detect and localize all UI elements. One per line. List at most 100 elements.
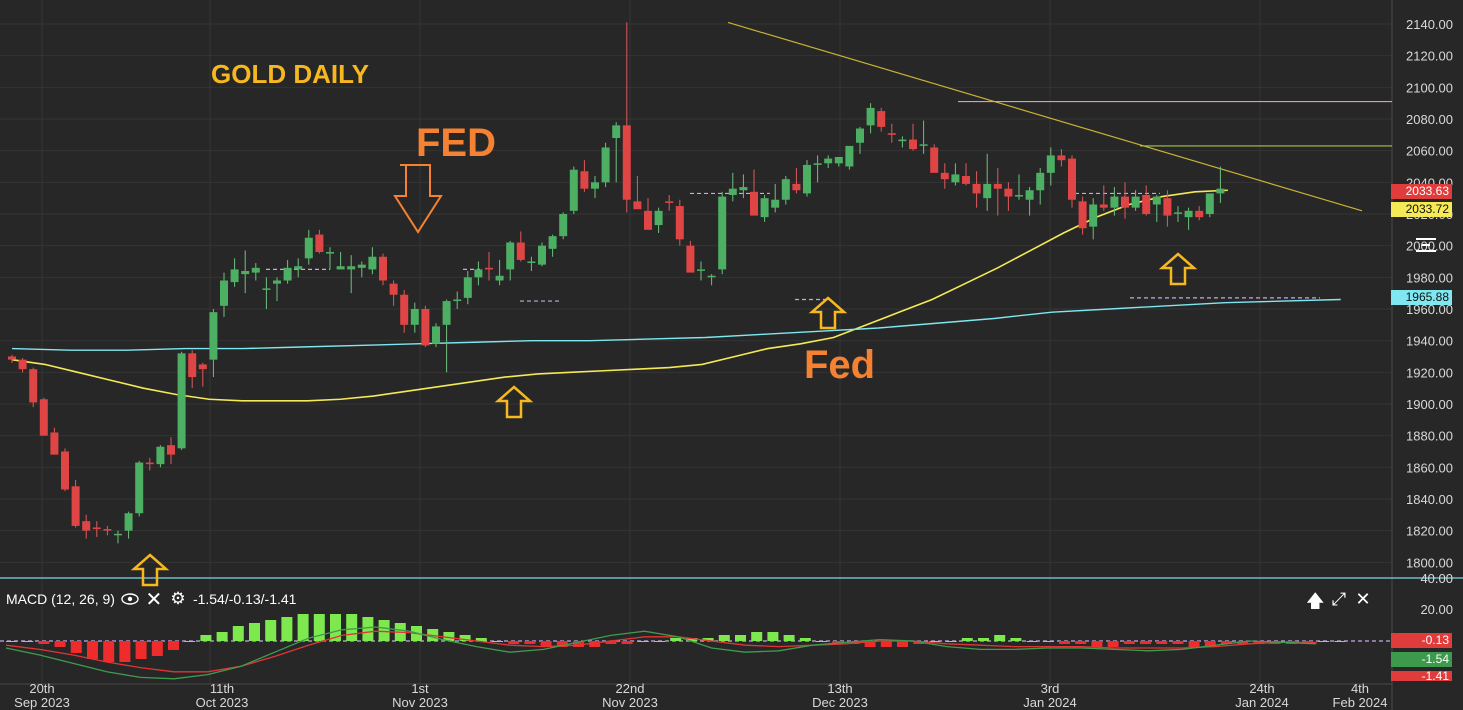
candle-body: [972, 183, 981, 194]
candle-body: [760, 198, 769, 218]
candle-body: [750, 191, 758, 216]
macd-hist-bar: [70, 641, 82, 653]
macd-hist-bar: [686, 638, 698, 641]
time-tick-day: 4th: [1351, 681, 1369, 696]
macd-hist-bar: [718, 635, 730, 641]
macd-hist-bar: [864, 641, 876, 647]
chart-title: GOLD DAILY: [211, 59, 369, 89]
sma-yellow-line: [11, 189, 1228, 402]
macd-hist-bar: [670, 638, 682, 641]
price-tag-sma-yellow: 2033.72: [1391, 202, 1452, 217]
candle-body: [601, 147, 610, 183]
macd-hist-bar: [492, 641, 503, 642]
candle-body: [930, 147, 939, 173]
close-icon[interactable]: ✕: [145, 588, 163, 611]
candle-body: [803, 164, 811, 194]
macd-hist-bar: [573, 641, 584, 647]
candle-body: [103, 529, 112, 531]
candle-body: [410, 308, 419, 325]
time-tick-month: Jan 2024: [1023, 695, 1077, 710]
macd-hist-bar: [1253, 641, 1265, 644]
macd-hist-bar: [362, 617, 374, 641]
annotation-fed-upper: FED: [416, 121, 496, 165]
macd-hist-bar: [87, 641, 98, 659]
macd-hist-bar: [556, 641, 568, 647]
time-tick-day: 3rd: [1041, 681, 1060, 696]
candle-body: [1036, 172, 1045, 191]
candle-body: [591, 182, 599, 189]
macd-hist-bar: [524, 641, 536, 644]
candle-body: [220, 280, 228, 306]
macd-hist-bar: [897, 641, 908, 647]
macd-hist-bar: [1091, 641, 1103, 647]
macd-hist-bar: [783, 635, 795, 641]
price-tick-label: 2000.00: [1406, 239, 1453, 254]
price-scale-resize-handle[interactable]: [1414, 236, 1438, 254]
candle-body: [82, 521, 91, 531]
candle-body: [919, 144, 928, 146]
candle-body: [728, 188, 737, 195]
candles: [8, 22, 1225, 544]
candle-body: [485, 267, 493, 270]
candle-body: [898, 139, 907, 142]
candle-body: [1205, 193, 1214, 214]
macd-hist-bar: [654, 641, 665, 642]
up-arrow-dec-fed: [808, 296, 848, 330]
macd-line: [5, 626, 1317, 680]
candle-body: [61, 451, 69, 490]
macd-hist-bar: [330, 614, 341, 641]
moving-averages: [11, 189, 1341, 402]
time-tick-day: 20th: [29, 681, 54, 696]
candle-body: [1131, 196, 1140, 208]
macd-hist-bar: [216, 632, 228, 641]
macd-hist-bar: [443, 632, 455, 641]
macd-hist-bar: [1059, 641, 1070, 644]
candle-body: [792, 183, 801, 191]
candle-body: [1099, 204, 1108, 208]
candle-body: [887, 133, 896, 135]
candle-body: [834, 156, 843, 164]
candle-body: [453, 299, 462, 302]
macd-hist-bar: [200, 635, 212, 641]
macd-tag-2: -1.54: [1391, 652, 1452, 667]
macd-hist-bar: [168, 641, 179, 650]
price-tick-label: 1920.00: [1406, 365, 1453, 380]
macd-hist-bar: [735, 635, 746, 641]
close-pane-icon[interactable]: ✕: [1355, 589, 1371, 609]
annotation-arrows: [130, 164, 1198, 587]
candle-body: [771, 199, 780, 208]
eye-icon[interactable]: [121, 590, 139, 608]
macd-hist-bar: [1026, 641, 1038, 642]
maximize-icon[interactable]: ⤢: [1331, 589, 1347, 609]
time-tick-day: 1st: [411, 681, 429, 696]
candle-body: [909, 139, 917, 150]
candle-body: [718, 196, 727, 270]
price-tick-label: 1880.00: [1406, 429, 1453, 444]
price-tick-label: 1940.00: [1406, 334, 1453, 349]
candle-body: [357, 264, 366, 268]
candle-body: [294, 266, 303, 270]
candle-body: [506, 242, 515, 270]
pane-controls: 🡅 ⤢ ✕: [1306, 589, 1372, 619]
candle-body: [622, 125, 631, 200]
down-arrow-fed: [393, 164, 443, 234]
candle-body: [156, 446, 165, 465]
macd-hist-bar: [1204, 641, 1216, 647]
candle-body: [877, 111, 886, 127]
candle-body: [209, 312, 218, 360]
macd-hist-bar: [103, 641, 115, 662]
macd-hist-bar: [816, 641, 827, 642]
candle-body: [1046, 155, 1055, 173]
candle-body: [336, 266, 345, 270]
candle-body: [442, 301, 451, 325]
price-tick-label: 1980.00: [1406, 270, 1453, 285]
candle-body: [962, 175, 970, 184]
gear-icon[interactable]: ⚙: [170, 589, 186, 608]
move-up-icon[interactable]: 🡅: [1306, 591, 1325, 611]
candle-body: [675, 206, 684, 240]
macd-hist-bar: [22, 641, 34, 642]
time-tick-month: Sep 2023: [14, 695, 70, 710]
time-tick-month: Feb 2024: [1333, 695, 1388, 710]
